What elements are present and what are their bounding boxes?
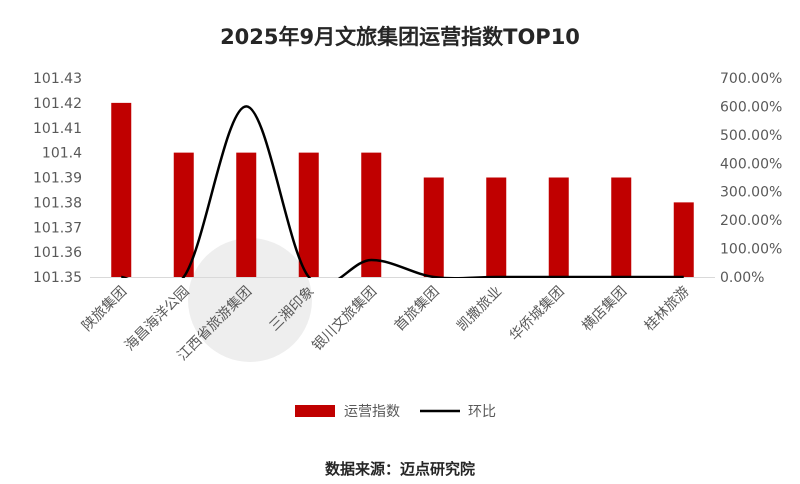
left-tick-label: 101.4 — [42, 146, 82, 162]
right-tick-label: 0.00% — [720, 270, 764, 286]
left-tick-label: 101.36 — [33, 245, 82, 261]
category-label: 陕旅集团 — [78, 283, 130, 335]
category-label: 横店集团 — [578, 283, 630, 335]
source-note: 数据来源：迈点研究院 — [325, 460, 475, 478]
watermark-logo — [188, 238, 312, 362]
category-label: 海昌海洋公园 — [122, 284, 193, 355]
line-series — [121, 105, 684, 278]
bar-series — [111, 102, 694, 277]
left-tick-label: 101.42 — [33, 96, 82, 112]
bar — [111, 102, 132, 277]
right-tick-label: 400.00% — [720, 156, 782, 172]
left-tick-label: 101.37 — [33, 220, 82, 236]
legend-line-label: 环比 — [468, 404, 496, 420]
left-tick-label: 101.39 — [33, 171, 82, 187]
bar — [673, 202, 694, 277]
bar — [236, 152, 257, 277]
right-tick-label: 700.00% — [720, 71, 782, 87]
left-tick-label: 101.43 — [33, 71, 82, 87]
left-tick-label: 101.41 — [33, 121, 82, 137]
bar — [486, 177, 507, 277]
bar — [361, 152, 382, 277]
category-label: 凯撒旅业 — [454, 284, 505, 335]
bar — [611, 177, 632, 277]
right-tick-label: 100.00% — [720, 242, 782, 258]
legend-bar-label: 运营指数 — [344, 404, 400, 420]
legend-bar-swatch — [295, 405, 335, 417]
watermark-circle — [188, 238, 312, 362]
category-label: 华侨城集团 — [506, 283, 568, 345]
right-tick-label: 300.00% — [720, 185, 782, 201]
bar — [298, 152, 319, 277]
category-label: 银川文旅集团 — [309, 283, 380, 354]
category-label: 桂林旅游 — [642, 284, 693, 335]
bar — [423, 177, 444, 277]
bar — [548, 177, 569, 277]
left-tick-label: 101.35 — [33, 270, 82, 286]
bar — [173, 152, 194, 277]
category-label: 首旅集团 — [391, 283, 443, 335]
legend: 运营指数 环比 — [295, 404, 496, 420]
right-tick-label: 500.00% — [720, 128, 782, 144]
line-path — [121, 105, 684, 278]
right-tick-label: 600.00% — [720, 99, 782, 115]
left-axis: 101.35 101.36 101.37 101.38 101.39 101.4 101.4… — [33, 71, 82, 286]
left-tick-label: 101.38 — [33, 195, 82, 211]
right-axis: 0.00% 100.00% 200.00% 300.00% 400.00% 500.00%… — [720, 71, 782, 286]
chart-title: 2025年9月文旅集团运营指数TOP10 — [220, 25, 580, 49]
right-tick-label: 200.00% — [720, 213, 782, 229]
